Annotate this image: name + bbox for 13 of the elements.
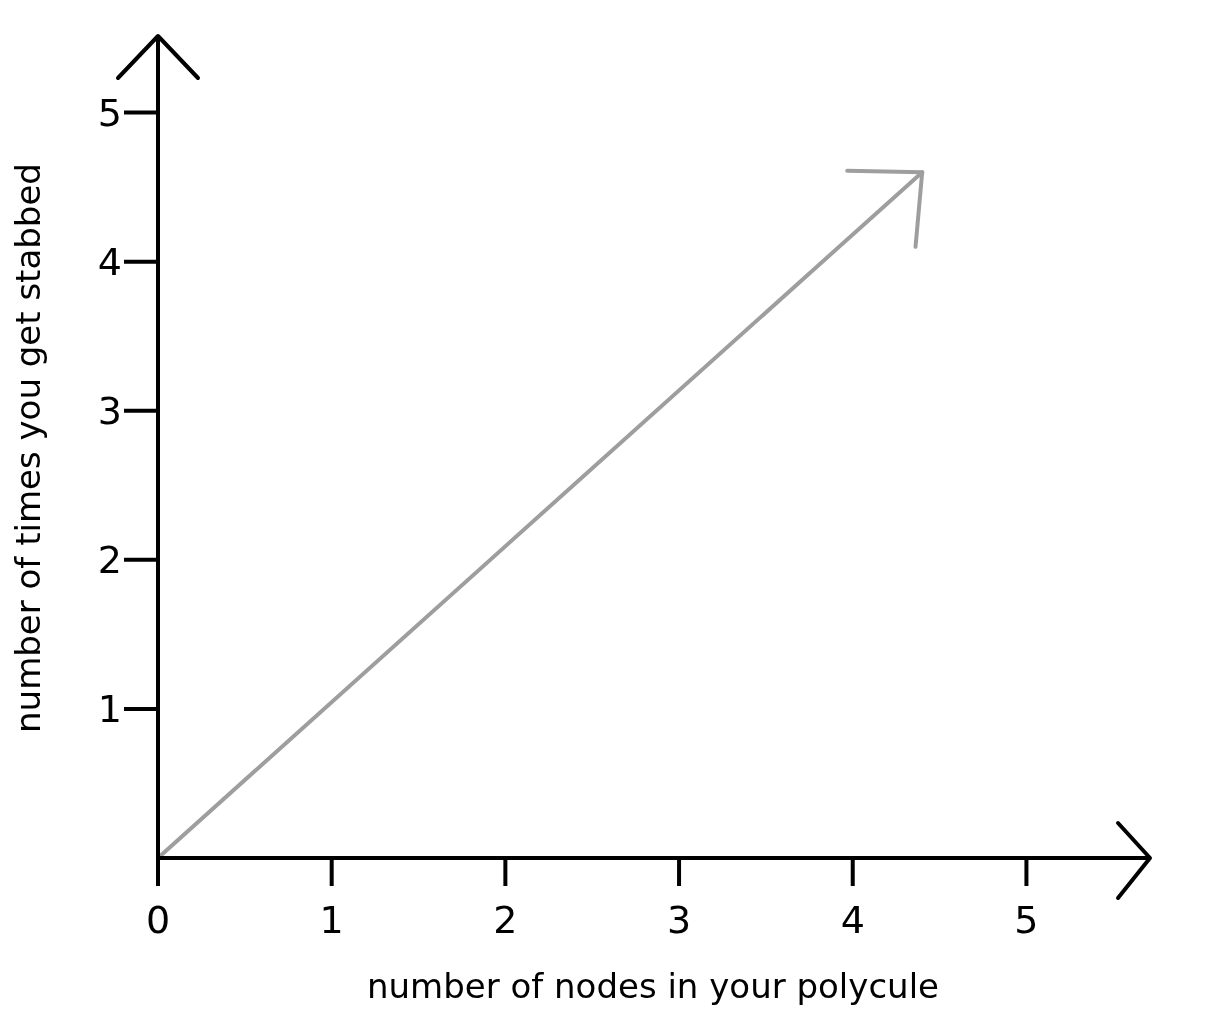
x-tick-label: 2 [493, 897, 518, 942]
y-tick-label: 5 [97, 91, 122, 136]
x-tick-label: 3 [666, 897, 692, 942]
y-tick-label: 1 [97, 687, 122, 732]
x-tick-label: 5 [1014, 897, 1039, 942]
y-tick-label: 2 [97, 538, 122, 583]
x-tick-label: 1 [319, 897, 344, 942]
y-axis-title: number of times you get stabbed [8, 163, 49, 733]
y-tick-label: 4 [97, 240, 122, 285]
x-tick-label: 0 [145, 897, 171, 942]
x-tick-label: 4 [840, 897, 865, 942]
y-tick-label: 3 [97, 389, 122, 434]
x-axis-title: number of nodes in your polycule [366, 966, 940, 1006]
